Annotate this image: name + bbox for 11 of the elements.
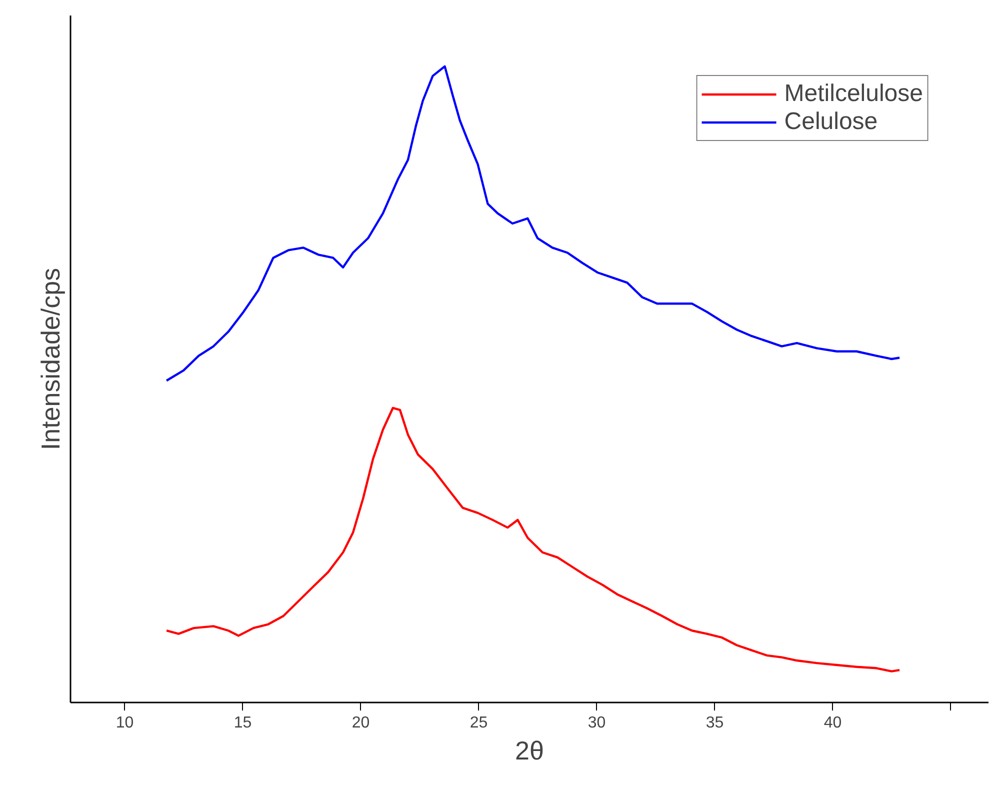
x-axis-title: 2θ (515, 736, 544, 766)
x-tick-label: 30 (588, 714, 606, 732)
x-tick-label: 35 (706, 714, 724, 732)
x-tick-label: 25 (470, 714, 488, 732)
x-tick-label: 10 (116, 714, 134, 732)
legend-label: Celulose (784, 108, 878, 136)
y-axis-title: Intensidade/cps (36, 268, 66, 450)
x-tick-label: 20 (352, 714, 370, 732)
x-tick-label: 40 (824, 714, 842, 732)
x-tick-label: 15 (234, 714, 252, 732)
legend-label: Metilcelulose (784, 80, 923, 108)
